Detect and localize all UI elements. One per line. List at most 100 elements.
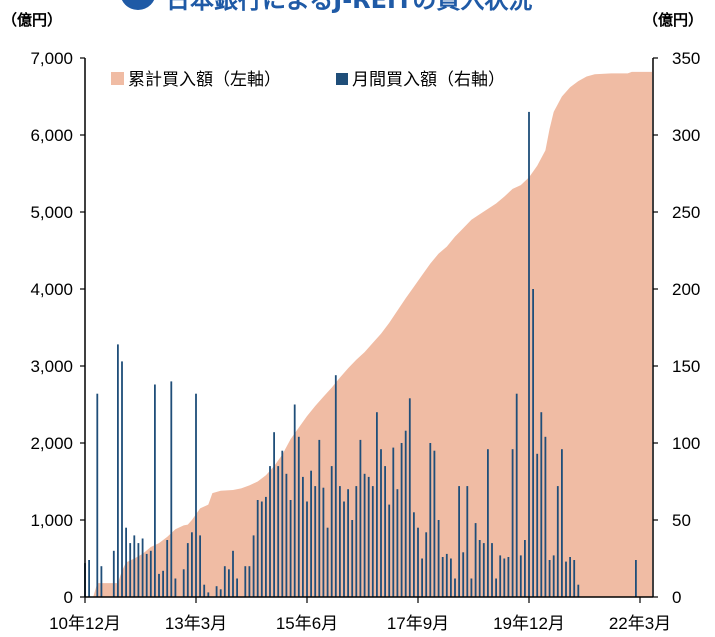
title-badge-icon bbox=[121, 0, 155, 10]
bar-8 bbox=[129, 543, 132, 597]
bar-67 bbox=[384, 466, 386, 597]
bar-15 bbox=[158, 573, 160, 597]
bar-32 bbox=[236, 578, 238, 597]
legend-swatch-monthly bbox=[336, 73, 348, 85]
x-tick-label: 22年3月 bbox=[609, 614, 671, 633]
right-tick-label: 300 bbox=[672, 126, 700, 145]
bar-80 bbox=[437, 520, 440, 597]
bar-55 bbox=[334, 375, 337, 597]
legend-swatch-cumulative bbox=[111, 72, 124, 85]
bar-35 bbox=[252, 535, 255, 597]
bar-68 bbox=[388, 504, 391, 597]
bar-46 bbox=[297, 436, 300, 597]
bar-97 bbox=[507, 557, 510, 597]
bar-81 bbox=[441, 557, 444, 597]
left-tick-label: 0 bbox=[64, 588, 73, 607]
bar-21 bbox=[186, 543, 189, 597]
x-tick-label: 13年3月 bbox=[165, 614, 227, 633]
left-tick-label: 3,000 bbox=[30, 357, 73, 376]
bar-12 bbox=[145, 553, 148, 597]
x-tick-label: 15年6月 bbox=[276, 614, 338, 633]
chart-title: 日本銀行によるJ-REITの買入状況 bbox=[121, 0, 532, 14]
bar-38 bbox=[265, 496, 267, 597]
bar-6 bbox=[121, 361, 123, 597]
bar-18 bbox=[170, 381, 173, 597]
bar-45 bbox=[293, 404, 296, 597]
bar-89 bbox=[474, 523, 477, 597]
bar-77 bbox=[425, 532, 428, 597]
bar-108 bbox=[552, 555, 555, 597]
bar-74 bbox=[413, 512, 415, 597]
bar-82 bbox=[445, 553, 448, 597]
bar-50 bbox=[314, 486, 317, 597]
left-tick-label: 4,000 bbox=[30, 280, 73, 299]
bar-58 bbox=[347, 489, 349, 597]
bar-60 bbox=[355, 486, 358, 597]
bar-24 bbox=[199, 535, 201, 597]
bar-99 bbox=[515, 393, 518, 597]
legend-label-monthly: 月間買入額（右軸） bbox=[352, 70, 505, 90]
right-tick-label: 350 bbox=[672, 49, 700, 68]
bar-103 bbox=[532, 289, 534, 597]
left-axis-ticks: 0 1,000 2,000 3,000 4,000 5,000 6,000 7,000 bbox=[30, 49, 85, 607]
bar-95 bbox=[499, 555, 502, 597]
bar-113 bbox=[573, 560, 576, 597]
bar-66 bbox=[380, 449, 382, 597]
bar-54 bbox=[330, 466, 333, 597]
bar-25 bbox=[203, 584, 206, 597]
bar-105 bbox=[540, 412, 543, 597]
bar-84 bbox=[454, 578, 456, 597]
right-axis-ticks: 0 50 100 150 200 250 300 350 bbox=[653, 49, 700, 607]
bar-107 bbox=[548, 560, 551, 597]
bar-94 bbox=[495, 578, 497, 597]
bar-42 bbox=[281, 450, 284, 597]
bar-79 bbox=[433, 450, 436, 597]
bar-78 bbox=[429, 443, 432, 597]
bar-70 bbox=[396, 489, 399, 597]
bar-22 bbox=[191, 532, 193, 597]
bar-28 bbox=[219, 589, 222, 597]
legend-label-cumulative: 累計買入額（左軸） bbox=[128, 70, 281, 90]
bar-110 bbox=[561, 449, 563, 597]
bar-63 bbox=[367, 476, 370, 597]
right-axis-unit: （億円） bbox=[643, 11, 703, 29]
bar-100 bbox=[519, 555, 522, 597]
bar-92 bbox=[487, 449, 489, 597]
bar-5 bbox=[117, 344, 119, 597]
bar-9 bbox=[133, 535, 136, 597]
bar-7 bbox=[125, 527, 127, 597]
bar-88 bbox=[470, 578, 473, 597]
right-tick-label: 200 bbox=[672, 280, 700, 299]
bar-85 bbox=[458, 486, 460, 597]
right-tick-label: 0 bbox=[672, 588, 681, 607]
bar-86 bbox=[462, 552, 465, 597]
chart-title-text: 日本銀行によるJ-REITの買入状況 bbox=[166, 0, 532, 14]
bar-106 bbox=[544, 436, 547, 597]
right-tick-label: 100 bbox=[672, 434, 700, 453]
bar-83 bbox=[450, 558, 452, 597]
bar-64 bbox=[371, 486, 374, 597]
bar-76 bbox=[421, 558, 423, 597]
x-tick-label: 17年9月 bbox=[387, 614, 449, 633]
bar-3 bbox=[100, 566, 103, 597]
bar-104 bbox=[536, 453, 539, 597]
bar-31 bbox=[232, 550, 234, 597]
bar-48 bbox=[306, 501, 308, 597]
bar-20 bbox=[182, 569, 185, 597]
bar-96 bbox=[503, 558, 506, 597]
bar-43 bbox=[285, 473, 288, 597]
bar-114 bbox=[577, 584, 580, 597]
bar-49 bbox=[310, 470, 312, 597]
bar-57 bbox=[343, 501, 345, 597]
bar-39 bbox=[269, 466, 271, 597]
left-tick-label: 1,000 bbox=[30, 511, 73, 530]
bar-59 bbox=[351, 520, 354, 597]
right-tick-label: 50 bbox=[672, 511, 691, 530]
bar-115 bbox=[635, 560, 637, 597]
bar-90 bbox=[478, 540, 481, 597]
bar-4 bbox=[112, 550, 115, 597]
bar-10 bbox=[137, 543, 140, 597]
cumulative-area-series bbox=[85, 71, 652, 597]
bar-27 bbox=[215, 586, 218, 597]
